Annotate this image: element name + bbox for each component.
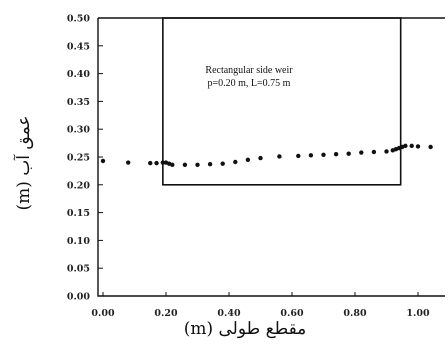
data-point — [415, 144, 421, 149]
data-point — [245, 157, 251, 162]
data-point — [160, 160, 166, 165]
y-tick-label: 0.00 — [67, 292, 91, 303]
x-tick-label: 0.40 — [217, 308, 241, 319]
data-point — [100, 158, 106, 164]
plot-area — [97, 17, 445, 297]
data-points — [100, 143, 433, 167]
data-point — [359, 150, 364, 155]
data-point — [308, 153, 314, 158]
data-point — [333, 152, 339, 157]
annotation-line-1: Rectangular side weir — [205, 65, 293, 76]
data-point — [409, 143, 414, 149]
x-tick-label: 1.00 — [406, 308, 430, 319]
y-tick-label: 0.35 — [67, 97, 90, 108]
y-tick-label: 0.20 — [67, 180, 91, 191]
weir-outline — [162, 17, 402, 186]
data-point — [207, 162, 213, 167]
y-tick-label: 0.50 — [67, 14, 91, 25]
data-point — [233, 159, 238, 165]
data-point — [170, 162, 175, 167]
data-point — [346, 151, 351, 156]
data-point — [220, 161, 225, 166]
y-tick-label: 0.05 — [67, 264, 90, 275]
data-point — [296, 153, 301, 159]
data-point — [154, 160, 159, 166]
y-tick-label: 0.25 — [67, 153, 90, 164]
data-point — [182, 162, 188, 167]
data-point — [428, 144, 433, 150]
data-point — [321, 152, 326, 157]
y-axis-title: عمق آب (m) — [12, 115, 34, 210]
x-axis-ticks: 0.00 0.20 0.40 0.60 0.80 1.00 — [91, 292, 430, 319]
x-tick-label: 0.60 — [280, 308, 304, 319]
annotation-line-2: p=0.20 m, L=0.75 m — [208, 78, 291, 89]
y-tick-label: 0.30 — [67, 125, 91, 136]
x-tick-label: 0.20 — [154, 308, 178, 319]
x-axis-title: مقطع طولی (m) — [184, 319, 307, 339]
data-point — [258, 155, 263, 161]
x-tick-label: 0.00 — [91, 308, 115, 319]
data-point — [148, 160, 153, 166]
y-tick-label: 0.40 — [67, 69, 91, 80]
y-tick-label: 0.45 — [67, 41, 90, 52]
data-point — [195, 162, 200, 167]
data-point — [371, 149, 377, 155]
axes-frame — [97, 17, 445, 297]
data-point — [403, 143, 408, 149]
y-tick-label: 0.10 — [67, 236, 91, 247]
data-point — [384, 149, 389, 154]
data-point — [126, 160, 131, 165]
y-axis-ticks: 0.00 0.05 0.10 0.15 0.20 0.25 0.30 0.35 0.40 0.45… — [67, 14, 103, 303]
y-tick-label: 0.15 — [67, 208, 90, 219]
x-tick-label: 0.80 — [343, 308, 367, 319]
data-point — [277, 154, 282, 159]
